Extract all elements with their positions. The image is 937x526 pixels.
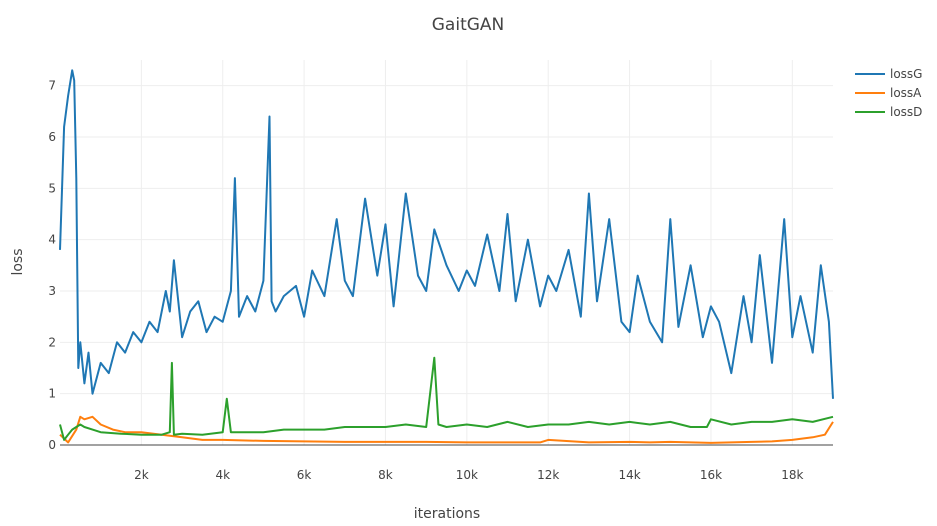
- x-tick-label: 12k: [537, 468, 559, 482]
- x-tick-label: 16k: [700, 468, 722, 482]
- legend-item-lossA[interactable]: lossA: [855, 86, 922, 100]
- y-tick-label: 3: [48, 284, 56, 298]
- grid: [60, 60, 833, 445]
- series-line-lossG: [59, 69, 834, 399]
- legend-label: lossG: [890, 67, 922, 81]
- legend-label: lossA: [890, 86, 922, 100]
- x-tick-label: 2k: [134, 468, 149, 482]
- y-tick-label: 1: [48, 387, 56, 401]
- y-tick-label: 5: [48, 181, 56, 195]
- legend-item-lossD[interactable]: lossD: [855, 105, 922, 119]
- y-tick-label: 0: [48, 438, 56, 452]
- chart-title: GaitGAN: [432, 15, 505, 35]
- axes: 2k 4k 6k 8k 10k 12k 14k 16k 18k 0 1 2 3 4 5 6 7: [48, 79, 833, 482]
- legend-label: lossD: [890, 105, 922, 119]
- x-axis-title: iterations: [414, 506, 480, 522]
- x-tick-label: 4k: [215, 468, 230, 482]
- legend-item-lossG[interactable]: lossG: [855, 67, 922, 81]
- series-line-lossA: [59, 415, 834, 444]
- x-tick-label: 10k: [456, 468, 478, 482]
- x-tick-label: 14k: [618, 468, 640, 482]
- y-tick-label: 4: [48, 233, 56, 247]
- x-tick-label: 6k: [297, 468, 312, 482]
- series-line-lossD: [59, 356, 834, 441]
- y-axis-title: loss: [10, 248, 26, 275]
- x-tick-label: 18k: [781, 468, 803, 482]
- y-tick-label: 7: [48, 79, 56, 93]
- y-tick-label: 6: [48, 130, 56, 144]
- y-tick-label: 2: [48, 335, 56, 349]
- series-lines: [59, 69, 834, 444]
- legend[interactable]: lossG lossA lossD: [855, 67, 922, 119]
- x-tick-label: 8k: [378, 468, 393, 482]
